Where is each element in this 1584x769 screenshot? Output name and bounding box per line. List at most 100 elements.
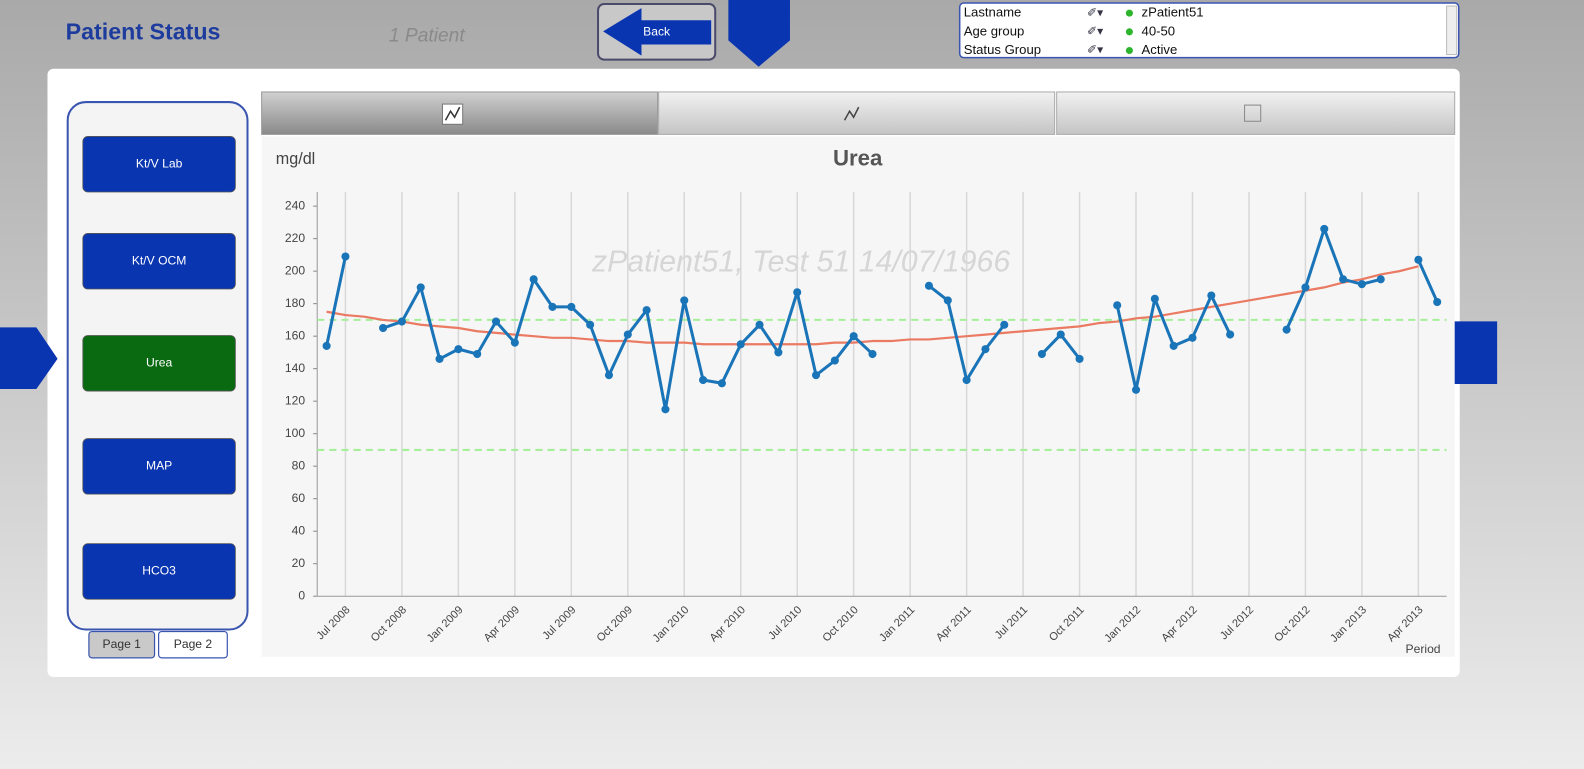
chart-title: Urea (833, 146, 883, 171)
nav-button-label[interactable]: MAP (146, 459, 172, 473)
page-tab-label[interactable]: Page 2 (174, 637, 213, 651)
selection-search-icon: ✐▾ (1087, 43, 1103, 57)
nav-button[interactable] (82, 136, 236, 193)
previous-arrow[interactable] (0, 327, 58, 390)
data-point (1301, 283, 1310, 292)
data-point (510, 338, 519, 347)
data-point (774, 348, 783, 357)
data-point (623, 330, 632, 339)
page-tab[interactable] (157, 630, 228, 659)
y-tick-label: 40 (292, 523, 306, 537)
y-tick-label: 160 (285, 328, 305, 342)
data-point (1150, 294, 1159, 303)
data-point (604, 371, 614, 380)
data-point (397, 317, 406, 326)
nav-button[interactable] (82, 543, 236, 600)
data-point (1113, 301, 1122, 310)
y-tick-label: 200 (285, 263, 305, 277)
data-point (473, 349, 482, 359)
y-axis-label: mg/dl (276, 150, 316, 168)
nav-button[interactable] (82, 233, 236, 290)
y-tick-label: 100 (285, 426, 305, 440)
back-button[interactable]: Back (597, 3, 717, 61)
data-point (981, 345, 990, 354)
data-point (1414, 255, 1423, 264)
selection-value: zPatient51 (1142, 5, 1204, 20)
data-point (849, 332, 858, 341)
data-point (567, 302, 576, 311)
selection-field: Status Group (964, 42, 1041, 57)
patient-count: 1 Patient (389, 25, 465, 46)
data-point (924, 281, 934, 290)
y-tick-label: 240 (285, 198, 305, 212)
data-point (642, 306, 651, 315)
back-label[interactable]: Back (643, 25, 671, 39)
nav-button-label[interactable]: HCO3 (142, 564, 176, 578)
data-point (341, 252, 350, 261)
data-point (1131, 385, 1141, 394)
data-point (699, 376, 708, 385)
chart-tab[interactable] (658, 91, 1056, 135)
selection-value: Active (1142, 42, 1178, 57)
data-point (548, 302, 557, 311)
data-point (1056, 330, 1065, 339)
data-point (435, 354, 444, 363)
y-tick-label: 0 (298, 588, 305, 602)
selection-search-icon: ✐▾ (1087, 24, 1103, 38)
data-point (454, 345, 463, 354)
y-tick-label: 20 (292, 556, 306, 570)
data-point (322, 341, 331, 350)
selections-box (958, 2, 1460, 59)
data-point (586, 320, 595, 329)
tab-icon-grid (1244, 104, 1262, 122)
selection-state-dot (1125, 9, 1133, 17)
page-tab[interactable] (88, 630, 156, 659)
data-point (1169, 341, 1178, 350)
chart-area (261, 136, 1455, 657)
table-tab[interactable] (1056, 91, 1456, 135)
data-point (661, 405, 670, 414)
tab-icon-line (444, 106, 461, 121)
data-point (755, 320, 764, 329)
y-tick-label: 220 (285, 231, 305, 245)
selection-state-dot (1125, 28, 1133, 36)
data-point (717, 379, 726, 388)
page-title: Patient Status (66, 18, 221, 44)
collapse-toggle[interactable] (728, 0, 790, 67)
page-tab-label[interactable]: Page 1 (103, 637, 142, 651)
nav-button-label[interactable]: Kt/V Lab (136, 156, 183, 170)
data-point (379, 323, 388, 333)
y-tick-label: 60 (292, 491, 306, 505)
nav-button-label[interactable]: Kt/V OCM (132, 253, 186, 267)
data-point (1037, 349, 1046, 359)
data-point (529, 275, 538, 284)
selection-field: Age group (964, 23, 1025, 38)
data-point (1000, 320, 1009, 329)
nav-button-label[interactable]: Urea (146, 355, 173, 369)
data-point (1075, 354, 1084, 363)
selection-search-icon: ✐▾ (1087, 5, 1103, 19)
data-point (1376, 275, 1385, 284)
y-tick-label: 140 (285, 361, 305, 375)
data-point (943, 296, 952, 305)
selection-field: Lastname (964, 5, 1022, 20)
back-arrow[interactable] (603, 8, 712, 56)
nav-button[interactable] (82, 438, 236, 495)
tab-icon-line (843, 106, 860, 121)
data-point (830, 356, 839, 365)
nav-button[interactable] (82, 335, 236, 392)
data-point (1357, 280, 1366, 289)
data-point (416, 283, 425, 292)
data-point (1188, 333, 1197, 342)
selection-value: 40-50 (1142, 23, 1176, 38)
data-point (1226, 330, 1235, 339)
data-point (491, 317, 501, 326)
y-tick-label: 80 (292, 458, 306, 472)
selections-scrollbar[interactable] (1446, 5, 1458, 56)
y-tick-label: 120 (285, 393, 305, 407)
watermark: zPatient51, Test 51 14/07/1966 (591, 246, 1010, 279)
data-point (1282, 325, 1291, 334)
y-tick-label: 180 (285, 296, 305, 310)
